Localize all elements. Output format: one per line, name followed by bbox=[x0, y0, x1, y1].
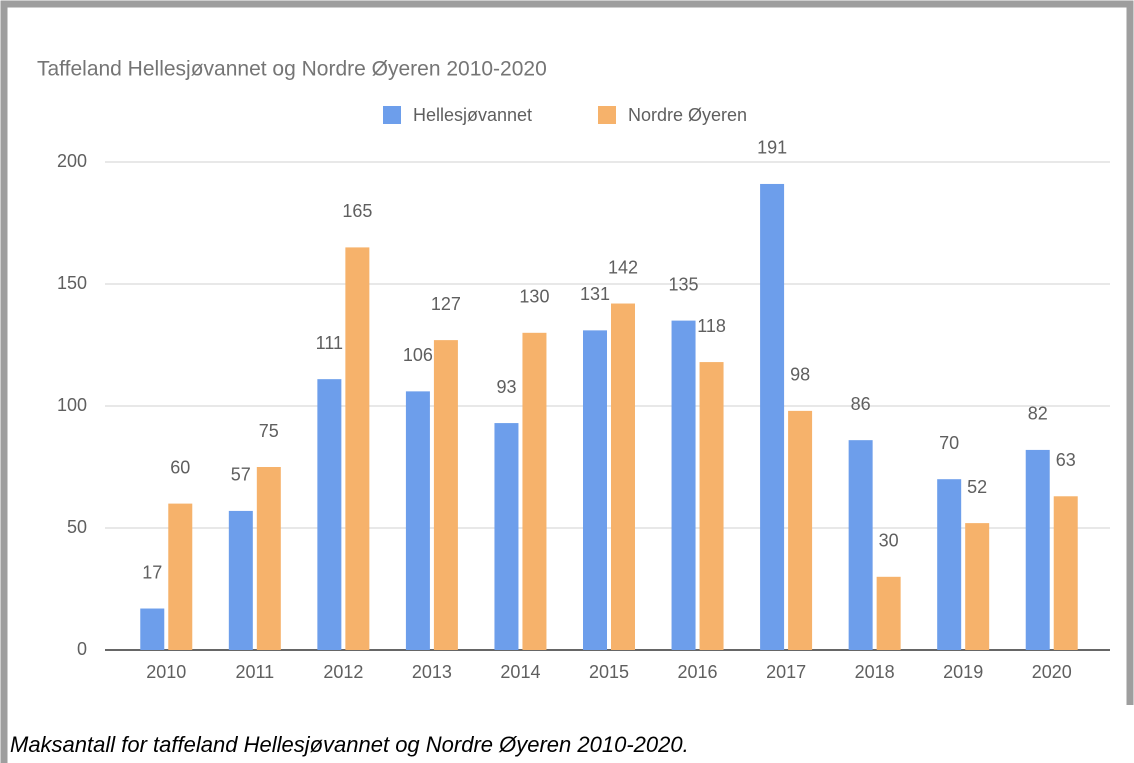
x-tick-label: 2019 bbox=[943, 662, 983, 682]
bar bbox=[937, 479, 962, 650]
value-label: 131 bbox=[580, 284, 610, 304]
y-tick-label: 0 bbox=[77, 639, 87, 659]
legend-swatch bbox=[598, 106, 616, 124]
value-label: 135 bbox=[669, 274, 699, 294]
value-label: 118 bbox=[697, 316, 726, 336]
legend-swatch bbox=[383, 106, 401, 124]
bar bbox=[168, 503, 193, 650]
bar bbox=[228, 510, 253, 650]
value-label: 98 bbox=[790, 365, 810, 385]
legend-label: Nordre Øyeren bbox=[628, 105, 747, 125]
bar bbox=[405, 391, 430, 650]
x-tick-label: 2010 bbox=[146, 662, 186, 682]
y-tick-label: 150 bbox=[57, 273, 87, 293]
bar bbox=[583, 330, 607, 650]
bar bbox=[433, 340, 458, 650]
x-tick-label: 2012 bbox=[323, 662, 363, 682]
value-label: 75 bbox=[259, 421, 279, 441]
x-tick-label: 2016 bbox=[678, 662, 718, 682]
value-label: 127 bbox=[431, 294, 461, 314]
x-tick-label: 2020 bbox=[1032, 662, 1072, 682]
bar bbox=[345, 247, 370, 650]
value-label: 191 bbox=[757, 138, 787, 158]
bar bbox=[965, 523, 990, 650]
value-label: 93 bbox=[496, 377, 516, 397]
bar bbox=[140, 608, 165, 650]
value-label: 86 bbox=[851, 394, 871, 414]
value-label: 142 bbox=[608, 257, 638, 277]
bar bbox=[699, 362, 724, 650]
value-label: 57 bbox=[231, 465, 251, 485]
value-label: 52 bbox=[967, 477, 987, 497]
bar bbox=[317, 379, 342, 650]
bar bbox=[494, 423, 519, 650]
x-tick-label: 2011 bbox=[235, 662, 274, 682]
bar bbox=[760, 183, 785, 650]
bar bbox=[671, 320, 696, 650]
value-label: 30 bbox=[879, 531, 899, 551]
value-label: 130 bbox=[519, 287, 549, 307]
bar bbox=[611, 303, 635, 650]
value-label: 60 bbox=[170, 457, 190, 477]
caption: Maksantall for taffeland Hellesjøvannet … bbox=[10, 732, 689, 757]
bar bbox=[522, 332, 547, 650]
value-label: 17 bbox=[142, 562, 162, 582]
value-label: 111 bbox=[316, 333, 343, 353]
x-tick-label: 2014 bbox=[500, 662, 540, 682]
y-tick-label: 100 bbox=[57, 395, 87, 415]
bar bbox=[848, 440, 873, 650]
value-label: 165 bbox=[342, 201, 372, 221]
value-label: 106 bbox=[403, 345, 433, 365]
bar bbox=[876, 576, 901, 650]
x-tick-label: 2013 bbox=[412, 662, 452, 682]
value-label: 63 bbox=[1056, 450, 1076, 470]
value-label: 70 bbox=[939, 433, 959, 453]
y-tick-label: 200 bbox=[57, 151, 87, 171]
x-tick-label: 2018 bbox=[855, 662, 895, 682]
bar bbox=[256, 467, 281, 650]
x-tick-label: 2017 bbox=[766, 662, 806, 682]
chart-title: Taffeland Hellesjøvannet og Nordre Øyere… bbox=[37, 58, 547, 81]
legend-label: Hellesjøvannet bbox=[413, 105, 532, 125]
x-tick-label: 2015 bbox=[589, 662, 629, 682]
y-tick-label: 50 bbox=[67, 517, 87, 537]
bar bbox=[1053, 496, 1078, 650]
value-label: 82 bbox=[1028, 404, 1048, 424]
bar bbox=[788, 410, 813, 650]
bar bbox=[1025, 449, 1050, 650]
